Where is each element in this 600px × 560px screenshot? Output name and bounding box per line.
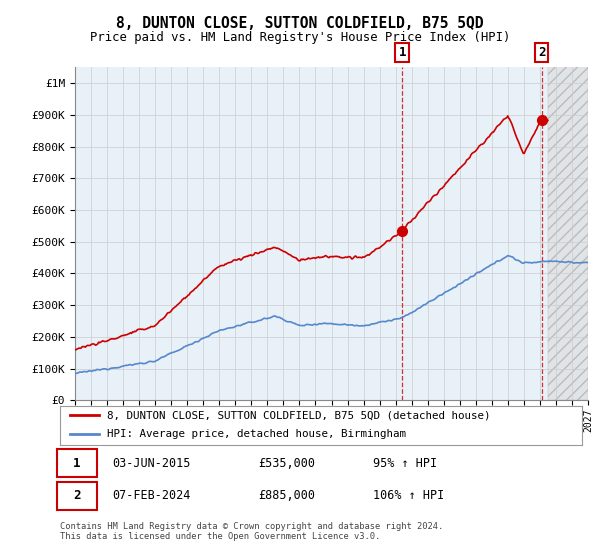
Text: Contains HM Land Registry data © Crown copyright and database right 2024.
This d: Contains HM Land Registry data © Crown c… <box>60 522 443 542</box>
Text: £535,000: £535,000 <box>259 457 316 470</box>
Text: 95% ↑ HPI: 95% ↑ HPI <box>373 457 437 470</box>
Text: £885,000: £885,000 <box>259 489 316 502</box>
Text: 2: 2 <box>538 46 545 59</box>
Text: 8, DUNTON CLOSE, SUTTON COLDFIELD, B75 5QD: 8, DUNTON CLOSE, SUTTON COLDFIELD, B75 5… <box>116 16 484 31</box>
FancyBboxPatch shape <box>58 482 97 510</box>
Text: Price paid vs. HM Land Registry's House Price Index (HPI): Price paid vs. HM Land Registry's House … <box>90 31 510 44</box>
Text: 1: 1 <box>398 46 406 59</box>
Text: 106% ↑ HPI: 106% ↑ HPI <box>373 489 445 502</box>
Text: 2: 2 <box>73 489 81 502</box>
Bar <box>548 67 588 400</box>
Text: 03-JUN-2015: 03-JUN-2015 <box>112 457 191 470</box>
Text: 07-FEB-2024: 07-FEB-2024 <box>112 489 191 502</box>
FancyBboxPatch shape <box>58 449 97 477</box>
Text: 1: 1 <box>73 457 81 470</box>
Text: HPI: Average price, detached house, Birmingham: HPI: Average price, detached house, Birm… <box>107 429 406 439</box>
Text: 8, DUNTON CLOSE, SUTTON COLDFIELD, B75 5QD (detached house): 8, DUNTON CLOSE, SUTTON COLDFIELD, B75 5… <box>107 410 490 421</box>
